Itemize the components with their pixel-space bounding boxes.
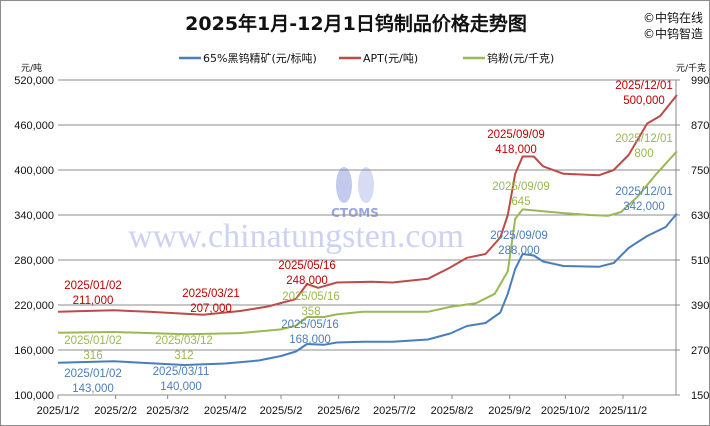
watermark-url: www.chinatungsten.com xyxy=(128,218,464,255)
data-label-value: 248,000 xyxy=(286,275,328,287)
y-tick-label-left: 460,000 xyxy=(14,120,54,132)
data-label-value: 800 xyxy=(634,148,653,160)
y-tick-label-left: 280,000 xyxy=(14,255,54,267)
y-axis-label-left: 元/吨 xyxy=(21,62,42,74)
x-tick-label: 2025/1/2 xyxy=(37,405,80,417)
y-tick-label-right: 990 xyxy=(691,75,709,87)
data-label-date: 2025/09/09 xyxy=(487,129,545,141)
data-label-date: 2025/01/02 xyxy=(64,335,122,347)
x-tick-label: 2025/6/2 xyxy=(317,405,360,417)
data-label-value: 500,000 xyxy=(623,95,665,107)
y-tick-label-right: 270 xyxy=(691,345,709,357)
x-tick-label: 2025/8/2 xyxy=(431,405,474,417)
x-tick-label: 2025/5/2 xyxy=(260,405,303,417)
data-label-date: 2025/09/09 xyxy=(490,230,548,242)
data-label-date: 2025/03/12 xyxy=(155,335,213,347)
data-label-date: 2025/09/09 xyxy=(492,181,550,193)
x-tick-label: 2025/3/2 xyxy=(146,405,189,417)
y-axis-label-right: 元/千克 xyxy=(676,63,706,74)
data-label-date: 2025/05/16 xyxy=(278,260,336,272)
y-tick-label-right: 390 xyxy=(691,300,709,312)
brand-label: ©中钨在线 xyxy=(642,11,703,25)
y-tick-label-right: 750 xyxy=(691,165,709,177)
data-label-date: 2025/05/16 xyxy=(281,319,339,331)
x-tick-label: 2025/10/2 xyxy=(541,405,590,417)
data-label-date: 2025/03/21 xyxy=(182,288,240,300)
y-tick-label-right: 510 xyxy=(691,255,709,267)
watermark-logo-icon xyxy=(336,167,352,203)
x-tick-label: 2025/4/2 xyxy=(204,405,247,417)
legend-label: APT(元/吨) xyxy=(363,52,418,65)
watermark-logo: CTOMS xyxy=(331,206,379,220)
legend-label: 65%黑钨精矿(元/标吨) xyxy=(203,51,317,65)
y-tick-label-left: 220,000 xyxy=(14,300,54,312)
data-label-date: 2025/12/01 xyxy=(615,80,673,92)
data-label-value: 143,000 xyxy=(72,383,114,395)
y-tick-label-right: 150 xyxy=(691,390,709,402)
data-label-value: 168,000 xyxy=(289,334,331,346)
x-tick-label: 2025/11/2 xyxy=(599,405,647,417)
data-label-value: 645 xyxy=(511,196,530,208)
series-line-0 xyxy=(57,212,678,366)
data-label-date: 2025/01/02 xyxy=(64,368,122,380)
data-label-value: 342,000 xyxy=(623,201,665,213)
series-line-1 xyxy=(57,94,678,316)
y-tick-label-left: 520,000 xyxy=(14,75,54,87)
data-label-date: 2025/03/11 xyxy=(153,366,210,378)
x-tick-label: 2025/9/2 xyxy=(488,405,531,417)
data-label-value: 288,000 xyxy=(498,245,540,257)
data-label-date: 2025/01/02 xyxy=(64,280,122,292)
data-label-value: 312 xyxy=(174,350,193,362)
data-label-value: 316 xyxy=(83,350,102,362)
x-tick-label: 2025/2/2 xyxy=(94,405,137,417)
data-label-date: 2025/12/01 xyxy=(615,133,673,145)
data-label-value: 211,000 xyxy=(73,295,114,307)
x-tick-label: 2025/7/2 xyxy=(373,405,416,417)
legend-label: 钨粉(元/千克) xyxy=(487,52,554,65)
y-tick-label-left: 400,000 xyxy=(14,165,54,177)
data-label-value: 418,000 xyxy=(495,144,537,156)
data-label-value: 140,000 xyxy=(160,381,202,393)
brand-label: ©中钨智造 xyxy=(642,27,703,41)
data-label-date: 2025/12/01 xyxy=(615,186,673,198)
chart-title: 2025年1月-12月1日钨制品价格走势图 xyxy=(185,13,527,35)
y-tick-label-right: 870 xyxy=(691,120,709,132)
data-label-value: 358 xyxy=(301,306,320,318)
series-line-2 xyxy=(57,150,678,336)
y-tick-label-left: 160,000 xyxy=(14,345,54,357)
y-tick-label-left: 100,000 xyxy=(14,390,54,402)
y-tick-label-left: 340,000 xyxy=(14,210,54,222)
y-tick-label-right: 630 xyxy=(691,210,709,222)
watermark-logo-icon xyxy=(358,167,374,203)
data-label-date: 2025/05/16 xyxy=(282,291,340,303)
data-label-value: 207,000 xyxy=(190,303,232,315)
